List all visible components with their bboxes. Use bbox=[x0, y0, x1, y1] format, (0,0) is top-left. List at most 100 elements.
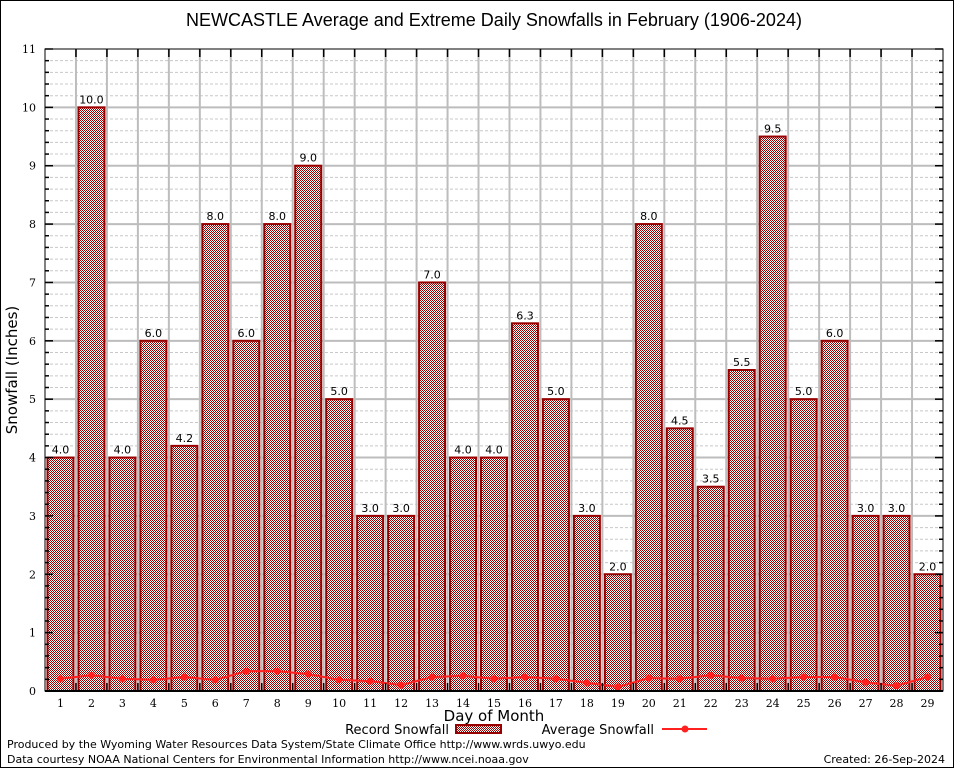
x-tick-label: 11 bbox=[363, 697, 377, 710]
y-tick-label: 6 bbox=[29, 335, 36, 348]
bar-value-label: 3.0 bbox=[392, 502, 410, 515]
y-tick-label: 0 bbox=[29, 685, 36, 698]
average-point bbox=[335, 676, 343, 684]
average-point bbox=[87, 671, 95, 679]
x-tick-label: 12 bbox=[394, 697, 408, 710]
x-tick-labels: 1 2 3 4 5 6 7 8 9 10 11 12 13 14 15 16 17 18 19 20 21 22 23 24 2… bbox=[57, 697, 935, 710]
average-point bbox=[180, 673, 188, 681]
y-tick-label: 9 bbox=[29, 160, 36, 173]
y-tick-label: 4 bbox=[29, 452, 36, 465]
bar-value-label: 6.3 bbox=[516, 309, 534, 322]
x-tick-label: 24 bbox=[766, 697, 780, 710]
average-point bbox=[304, 670, 312, 678]
average-point bbox=[459, 672, 467, 680]
x-tick-label: 8 bbox=[274, 697, 281, 710]
record-bar bbox=[325, 398, 354, 692]
x-tick-label: 21 bbox=[673, 697, 687, 710]
legend: Record Snowfall Average Snowfall bbox=[345, 723, 707, 738]
bar-value-label: 4.5 bbox=[671, 414, 689, 427]
record-bar bbox=[665, 427, 694, 692]
y-axis-label: Snowfall (Inches) bbox=[3, 306, 21, 434]
legend-average-marker bbox=[681, 725, 689, 733]
y-tick-label: 5 bbox=[29, 393, 36, 406]
average-point bbox=[211, 676, 219, 684]
record-bar bbox=[232, 339, 261, 692]
bar-value-label: 5.0 bbox=[547, 385, 565, 398]
bar-value-label: 7.0 bbox=[423, 268, 441, 281]
average-point bbox=[490, 675, 498, 683]
y-tick-label: 11 bbox=[22, 43, 36, 56]
average-point bbox=[521, 673, 529, 681]
bar-value-labels: 4.0 10.0 4.0 6.0 4.2 8.0 6.0 8.0 9.0 5.0 3.0 3.0 7.0… bbox=[52, 93, 937, 573]
bar-value-label: 3.0 bbox=[857, 502, 875, 515]
average-point bbox=[769, 675, 777, 683]
record-bar bbox=[294, 164, 323, 692]
average-point bbox=[862, 678, 870, 686]
average-point bbox=[893, 682, 901, 690]
bar-value-label: 5.0 bbox=[795, 385, 813, 398]
x-tick-label: 29 bbox=[921, 697, 935, 710]
record-bar bbox=[108, 456, 137, 692]
bar-value-label: 3.0 bbox=[888, 502, 906, 515]
record-bar bbox=[882, 514, 911, 693]
x-tick-label: 15 bbox=[487, 697, 501, 710]
footer-data-courtesy: Data courtesy NOAA National Centers for … bbox=[7, 753, 529, 766]
average-point bbox=[676, 675, 684, 683]
average-point bbox=[149, 676, 157, 684]
y-tick-label: 7 bbox=[29, 276, 36, 289]
x-tick-label: 16 bbox=[518, 697, 532, 710]
x-tick-label: 2 bbox=[88, 697, 95, 710]
bar-value-label: 8.0 bbox=[207, 210, 225, 223]
bar-value-label: 4.0 bbox=[454, 444, 472, 457]
record-bar bbox=[139, 339, 168, 692]
legend-record-label: Record Snowfall bbox=[345, 723, 449, 738]
bar-value-label: 4.0 bbox=[114, 444, 132, 457]
bar-value-label: 8.0 bbox=[640, 210, 658, 223]
average-point bbox=[428, 673, 436, 681]
bar-value-label: 5.5 bbox=[733, 356, 751, 369]
x-tick-label: 23 bbox=[735, 697, 749, 710]
y-tick-labels: 0 1 2 3 4 5 6 7 8 9 10 11 bbox=[22, 43, 36, 698]
x-tick-label: 6 bbox=[212, 697, 219, 710]
bar-value-label: 4.0 bbox=[485, 444, 503, 457]
record-bar bbox=[603, 573, 632, 692]
y-tick-label: 1 bbox=[29, 627, 36, 640]
x-tick-label: 28 bbox=[890, 697, 904, 710]
x-tick-label: 9 bbox=[305, 697, 312, 710]
average-point bbox=[583, 679, 591, 687]
record-bar bbox=[77, 106, 106, 692]
record-bar bbox=[758, 135, 787, 692]
bar-value-label: 3.5 bbox=[702, 473, 720, 486]
legend-record-swatch bbox=[455, 724, 502, 734]
average-point bbox=[614, 683, 622, 691]
bar-value-label: 2.0 bbox=[609, 560, 627, 573]
record-bar bbox=[480, 456, 508, 692]
x-tick-label: 13 bbox=[425, 697, 439, 710]
record-bar bbox=[820, 339, 849, 692]
average-point bbox=[645, 674, 653, 682]
x-tick-label: 25 bbox=[797, 697, 811, 710]
x-tick-label: 22 bbox=[704, 697, 718, 710]
x-axis-label: Day of Month bbox=[444, 707, 545, 725]
bar-value-label: 5.0 bbox=[330, 385, 348, 398]
average-line bbox=[56, 667, 932, 691]
x-tick-label: 26 bbox=[828, 697, 842, 710]
x-tick-label: 5 bbox=[181, 697, 188, 710]
chart-title: NEWCASTLE Average and Extreme Daily Snow… bbox=[186, 10, 802, 30]
x-tick-label: 14 bbox=[456, 697, 470, 710]
bar-value-label: 6.0 bbox=[145, 327, 163, 340]
x-tick-label: 4 bbox=[150, 697, 157, 710]
record-bar bbox=[510, 322, 539, 692]
bar-value-label: 6.0 bbox=[826, 327, 844, 340]
x-tick-label: 10 bbox=[332, 697, 346, 710]
x-tick-label: 17 bbox=[549, 697, 563, 710]
bars bbox=[46, 106, 942, 693]
record-bar bbox=[356, 514, 385, 693]
bar-value-label: 4.0 bbox=[52, 444, 70, 457]
record-bar bbox=[449, 456, 478, 692]
bar-value-label: 8.0 bbox=[268, 210, 286, 223]
y-tick-label: 2 bbox=[29, 568, 36, 581]
record-bar bbox=[572, 514, 601, 693]
x-tick-label: 19 bbox=[611, 697, 625, 710]
x-tick-label: 3 bbox=[119, 697, 126, 710]
